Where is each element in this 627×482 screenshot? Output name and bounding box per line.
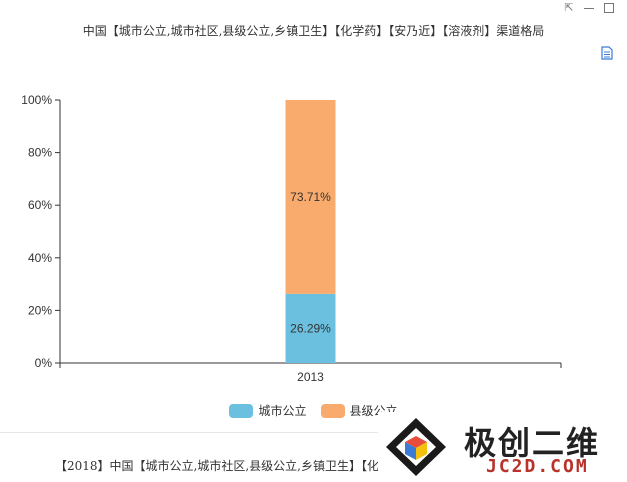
x-tick-label: 2013 — [297, 370, 324, 384]
legend-swatch — [320, 403, 345, 418]
stacked-bar-chart: 0% 20% 40% 60% 80% 100% 2013 26.29% 73.71% — [21, 93, 562, 384]
watermark: 极创二维 JC2D.COM — [378, 412, 627, 482]
data-label: 26.29% — [290, 321, 331, 335]
y-tick-label: 20% — [28, 303, 52, 317]
legend-swatch — [229, 403, 254, 418]
legend-item-city-public[interactable]: 城市公立 — [229, 402, 307, 419]
y-tick-label: 0% — [35, 356, 53, 370]
document-icon[interactable] — [601, 46, 613, 60]
cube-logo-icon — [386, 418, 446, 476]
y-tick-label: 100% — [21, 93, 52, 107]
external-link-icon[interactable]: ⇱ — [564, 1, 574, 14]
y-tick-label: 40% — [28, 251, 52, 265]
bar-segment — [285, 293, 336, 363]
window-controls: ⇱ — [563, 2, 615, 14]
watermark-url: JC2D.COM — [486, 456, 589, 477]
y-tick-label: 60% — [28, 198, 52, 212]
watermark-text: 极创二维 — [464, 424, 601, 462]
section-divider — [0, 432, 627, 433]
next-chart-title: 【2018】中国【城市公立,城市社区,县级公立,乡镇卫生】【化学 — [55, 459, 391, 473]
legend-label: 城市公立 — [258, 404, 307, 418]
chart-title: 中国【城市公立,城市社区,县级公立,乡镇卫生】【化学药】【安乃近】【溶液剂】渠道… — [82, 24, 545, 38]
bar-segment — [285, 100, 336, 294]
data-label: 73.71% — [290, 190, 331, 204]
y-tick-label: 80% — [28, 146, 52, 160]
